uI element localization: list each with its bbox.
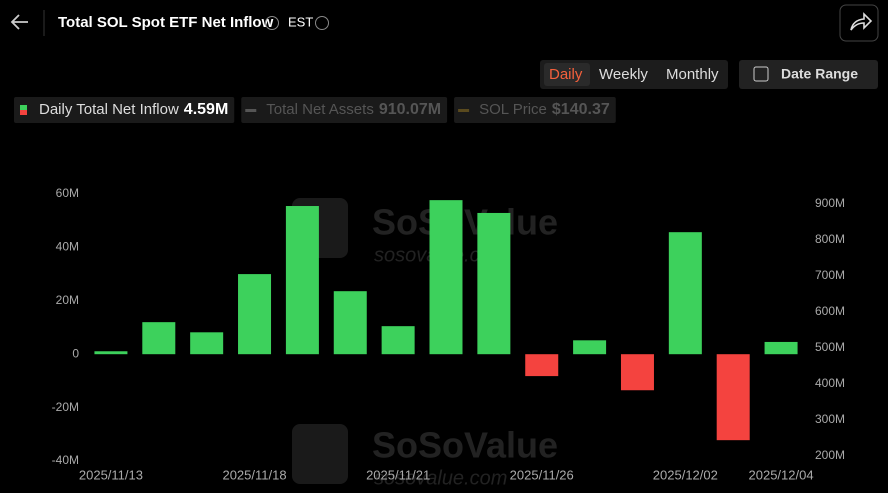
legend-swatch [245,109,257,112]
tab[interactable]: Daily [549,66,583,83]
bar [381,326,415,355]
y2-tick-label: 500M [815,340,845,354]
x-tick-label: 2025/11/13 [79,467,143,482]
legend-value: $140.37 [552,101,610,118]
y-tick-label: -40M [52,453,79,467]
y2-tick-label: 600M [815,304,845,318]
bar [573,340,607,355]
legend-name: Daily Total Net Inflow [39,101,179,118]
legend-name: Total Net Assets [266,101,374,118]
bar [333,291,367,355]
y-tick-label: -20M [52,400,79,414]
timezone: EST [288,14,313,29]
y-tick-label: 20M [56,293,79,307]
x-tick-label: 2025/11/18 [222,467,286,482]
bar [285,206,319,355]
y-tick-label: 60M [56,186,79,200]
bar [525,354,559,377]
share-button[interactable] [839,4,879,42]
back-button[interactable] [10,14,28,30]
y2-tick-label: 800M [815,232,845,246]
bar [94,351,128,355]
legend-swatch [20,110,27,115]
watermark-url: sosovalue.com [374,467,507,488]
y2-tick-label: 300M [815,412,845,426]
bar [716,354,750,441]
x-tick-label: 2025/12/04 [749,467,814,482]
date-range-label: Date Range [781,66,858,82]
bar [668,232,702,355]
calendar-icon [753,66,769,82]
x-tick-label: 2025/11/21 [366,467,430,482]
y2-tick-label: 200M [815,448,845,462]
legend-value: 4.59M [184,101,228,118]
y-tick-label: 0 [72,346,79,360]
watermark-logo [292,424,348,484]
tab-active-bg [544,63,590,86]
bar [142,322,176,355]
legend-item[interactable] [241,97,448,123]
tab[interactable]: Weekly [599,66,648,83]
share-icon [850,12,873,31]
legend-swatch [458,109,470,112]
bar [190,332,224,355]
y2-tick-label: 400M [815,376,845,390]
legend-value: 910.07M [379,101,441,118]
y2-tick-label: 700M [815,268,845,282]
info-icon[interactable] [265,16,279,30]
legend-name: SOL Price [479,101,547,118]
bar [238,274,272,355]
y2-tick-label: 900M [815,196,845,210]
info-icon[interactable] [315,16,329,30]
bar [764,341,798,355]
x-tick-label: 2025/12/02 [653,467,718,482]
page-title: Total SOL Spot ETF Net Inflow [58,14,274,31]
date-range-button[interactable] [739,60,878,89]
y-tick-label: 40M [56,240,79,254]
x-tick-label: 2025/11/26 [510,467,574,482]
legend-item[interactable] [454,97,616,123]
tab[interactable]: Monthly [666,66,719,83]
bar [477,212,511,355]
legend-swatch [20,105,27,110]
legend-item[interactable] [14,97,235,123]
watermark-brand: SoSoValue [372,202,558,243]
bar [429,200,463,355]
watermark-brand: SoSoValue [372,425,558,466]
bar [620,354,654,391]
